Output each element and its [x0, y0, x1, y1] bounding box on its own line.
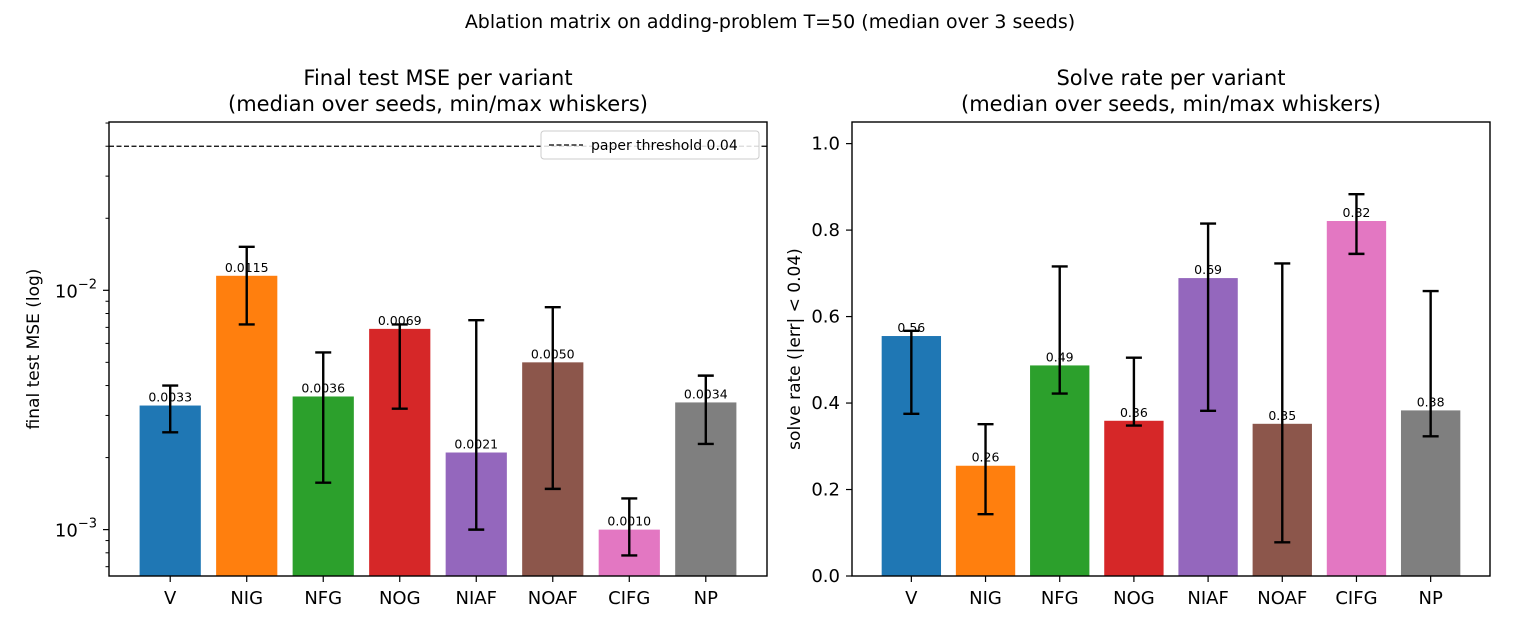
- solve-rate-value-label: 0.38: [1417, 394, 1445, 409]
- solve-rate-value-label: 0.49: [1046, 349, 1074, 364]
- tick-base: 10: [55, 281, 78, 302]
- mse-x-tick-label: V: [164, 588, 177, 609]
- mse-chart-title: Final test MSE per variant (median over s…: [228, 66, 648, 116]
- mse-value-label: 0.0034: [684, 386, 728, 401]
- solve-rate-x-tick-label: NOG: [1113, 588, 1155, 609]
- solve-rate-x-tick-label: NIG: [969, 588, 1002, 609]
- mse-value-label: 0.0010: [607, 514, 651, 529]
- mse-chart-title-line: Final test MSE per variant: [303, 66, 572, 90]
- solve-rate-x-tick-label: NIAF: [1187, 588, 1228, 609]
- mse-y-tick-label: 10−2: [55, 277, 97, 302]
- tick-exponent: −3: [78, 517, 97, 532]
- solve-rate-chart-panel: Solve rate per variant (median over seeds…: [785, 66, 1491, 609]
- solve-rate-bar-cifg: [1326, 221, 1387, 576]
- mse-x-tick-label: NIAF: [456, 588, 497, 609]
- mse-value-label: 0.0021: [454, 437, 498, 452]
- mse-axes-frame: [108, 121, 768, 577]
- solve-rate-bar-nfg: [1030, 365, 1090, 576]
- solve-rate-value-label: 0.35: [1268, 408, 1296, 423]
- solve-rate-value-label: 0.26: [972, 450, 1000, 465]
- solve-rate-x-tick-label: NFG: [1041, 588, 1079, 609]
- solve-rate-bar-nog: [1104, 420, 1164, 576]
- solve-rate-x-tick-label: V: [905, 588, 918, 609]
- mse-value-label: 0.0050: [531, 346, 575, 361]
- solve-rate-y-tick-label: 0.6: [811, 307, 840, 328]
- mse-bar-nig: [216, 275, 278, 576]
- solve-rate-y-tick-label: 0.8: [811, 220, 840, 241]
- solve-rate-value-label: 0.56: [897, 320, 925, 335]
- mse-x-tick-label: NP: [694, 588, 718, 609]
- solve-rate-bar-np: [1400, 410, 1461, 576]
- solve-rate-axes-frame: [851, 121, 1491, 577]
- mse-value-label: 0.0036: [301, 380, 345, 395]
- solve-rate-y-tick-label: 0.4: [811, 393, 840, 414]
- mse-x-tick-label: CIFG: [608, 588, 650, 609]
- solve-rate-chart-title-line: Solve rate per variant: [1056, 66, 1285, 90]
- mse-x-tick-label: NOAF: [528, 588, 578, 609]
- mse-value-label: 0.0033: [148, 390, 192, 405]
- solve-rate-value-label: 0.69: [1194, 262, 1222, 277]
- solve-rate-x-tick-label: NP: [1418, 588, 1442, 609]
- solve-rate-x-tick-label: CIFG: [1335, 588, 1377, 609]
- mse-value-label: 0.0069: [378, 313, 422, 328]
- figure-suptitle: Ablation matrix on adding-problem T=50 (…: [465, 11, 1075, 33]
- legend-frame: [540, 130, 760, 160]
- solve-rate-y-tick-label: 0.2: [811, 480, 840, 501]
- solve-rate-value-label: 0.82: [1343, 205, 1371, 220]
- legend-entry-label: paper threshold 0.04: [591, 138, 738, 154]
- mse-x-tick-label: NFG: [304, 588, 342, 609]
- solve-rate-y-axis-label: solve rate (|err| < 0.04): [785, 248, 805, 450]
- solve-rate-chart-title-line: (median over seeds, min/max whiskers): [961, 92, 1381, 116]
- tick-base: 10: [55, 521, 78, 542]
- mse-legend: paper threshold 0.04: [540, 130, 760, 160]
- mse-x-tick-label: NIG: [230, 588, 263, 609]
- solve-rate-y-tick-label: 0.0: [811, 566, 840, 587]
- tick-exponent: −2: [78, 277, 97, 292]
- mse-y-tick-label: 10−3: [55, 517, 97, 542]
- mse-y-axis-label: final test MSE (log): [24, 269, 44, 430]
- solve-rate-x-tick-label: NOAF: [1257, 588, 1307, 609]
- solve-rate-y-tick-label: 1.0: [811, 134, 840, 155]
- mse-bar-v: [139, 405, 201, 576]
- mse-chart-title-line: (median over seeds, min/max whiskers): [228, 92, 648, 116]
- mse-x-tick-label: NOG: [379, 588, 421, 609]
- mse-value-label: 0.0115: [225, 260, 269, 275]
- mse-chart-panel: Final test MSE per variant (median over s…: [24, 66, 768, 609]
- solve-rate-chart-title: Solve rate per variant (median over seeds…: [961, 66, 1381, 116]
- solve-rate-value-label: 0.36: [1120, 405, 1148, 420]
